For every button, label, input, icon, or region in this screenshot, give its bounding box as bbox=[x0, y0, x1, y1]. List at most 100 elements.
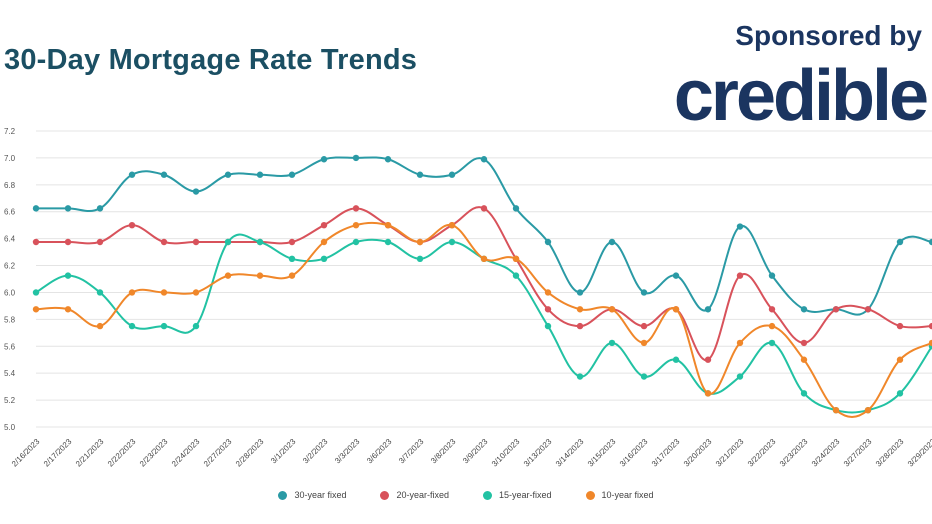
data-point bbox=[896, 238, 904, 246]
x-tick-label: 2/21/2023 bbox=[74, 437, 106, 469]
x-tick-label: 3/15/2023 bbox=[586, 437, 618, 469]
data-point bbox=[224, 238, 232, 246]
data-point bbox=[640, 289, 648, 296]
data-point bbox=[640, 373, 648, 380]
x-tick-label: 3/6/2023 bbox=[365, 437, 394, 466]
y-tick-label: 7.0 bbox=[4, 154, 16, 163]
x-tick-label: 3/16/2023 bbox=[618, 437, 650, 469]
data-point bbox=[288, 272, 296, 279]
data-point bbox=[480, 205, 488, 212]
data-point bbox=[896, 322, 904, 330]
data-point bbox=[288, 255, 296, 263]
data-point bbox=[800, 390, 808, 397]
data-point bbox=[192, 289, 200, 296]
data-point bbox=[416, 255, 424, 263]
x-tick-label: 3/9/2023 bbox=[461, 437, 490, 466]
data-point bbox=[160, 171, 168, 178]
x-tick-label: 2/17/2023 bbox=[42, 437, 74, 469]
data-point bbox=[96, 205, 104, 212]
legend-item: 30-year fixed bbox=[278, 490, 346, 500]
x-tick-label: 3/1/2023 bbox=[269, 437, 298, 466]
data-point bbox=[160, 322, 168, 330]
series-line-3 bbox=[35, 221, 932, 418]
data-point bbox=[480, 255, 488, 263]
data-point bbox=[320, 221, 328, 229]
data-point bbox=[736, 373, 744, 380]
data-point bbox=[32, 289, 40, 296]
data-point bbox=[256, 272, 264, 279]
data-point bbox=[128, 322, 136, 330]
data-point bbox=[320, 255, 328, 263]
data-point bbox=[672, 356, 680, 363]
legend-label: 30-year fixed bbox=[294, 490, 347, 500]
data-point bbox=[128, 171, 136, 178]
data-point bbox=[448, 171, 456, 178]
data-point bbox=[256, 238, 264, 246]
x-tick-label: 3/17/2023 bbox=[650, 437, 682, 469]
data-point bbox=[288, 238, 296, 246]
legend-label: 10-year fixed bbox=[601, 490, 654, 500]
data-point bbox=[704, 390, 712, 397]
data-point bbox=[768, 339, 776, 347]
y-tick-label: 6.2 bbox=[4, 262, 16, 271]
x-tick-label: 3/2/2023 bbox=[301, 437, 330, 466]
data-point bbox=[448, 238, 456, 246]
y-tick-label: 6.8 bbox=[4, 181, 16, 190]
data-point bbox=[800, 356, 808, 363]
x-tick-label: 3/3/2023 bbox=[333, 437, 362, 466]
data-point bbox=[704, 306, 712, 313]
data-point bbox=[96, 238, 104, 246]
data-point bbox=[512, 255, 520, 263]
data-point bbox=[96, 322, 104, 330]
x-tick-label: 2/23/2023 bbox=[138, 437, 170, 469]
legend-swatch bbox=[585, 490, 595, 500]
data-point bbox=[928, 238, 932, 246]
x-tick-label: 2/24/2023 bbox=[170, 437, 202, 469]
legend-swatch bbox=[278, 490, 288, 500]
brand-logo: credible bbox=[673, 56, 929, 136]
data-point bbox=[352, 221, 360, 229]
data-point bbox=[160, 238, 168, 246]
y-axis: 5.0 5.2 5.4 5.6 5.8 6.0 6.2 6.4 6.6 6.8 7.0 7.2 bbox=[4, 127, 16, 432]
series-line-0 bbox=[36, 156, 932, 316]
data-point bbox=[608, 339, 616, 347]
chart-legend: 30-year fixed 20-year-fixed 15-year-fixed 1… bbox=[0, 490, 932, 500]
data-point bbox=[864, 306, 872, 313]
data-point bbox=[576, 322, 584, 330]
x-tick-label: 2/27/2023 bbox=[202, 437, 234, 469]
data-point bbox=[608, 306, 616, 313]
data-point bbox=[192, 322, 200, 330]
series-layer bbox=[32, 154, 932, 418]
data-point bbox=[640, 339, 648, 347]
data-point bbox=[256, 171, 264, 178]
x-tick-label: 3/24/2023 bbox=[810, 437, 842, 469]
data-point bbox=[480, 156, 488, 163]
data-point bbox=[544, 289, 552, 296]
data-point bbox=[544, 306, 552, 313]
data-point bbox=[768, 272, 776, 279]
x-tick-label: 3/28/2023 bbox=[874, 437, 906, 469]
legend-item: 15-year-fixed bbox=[483, 490, 552, 500]
data-point bbox=[320, 238, 328, 246]
data-point bbox=[384, 221, 392, 229]
data-point bbox=[64, 306, 72, 313]
data-point bbox=[96, 289, 104, 296]
x-tick-label: 3/29/2023 bbox=[906, 437, 932, 469]
y-tick-label: 5.8 bbox=[4, 315, 16, 324]
data-point bbox=[384, 238, 392, 246]
data-point bbox=[32, 205, 40, 212]
data-point bbox=[640, 322, 648, 330]
data-point bbox=[736, 223, 744, 230]
data-point bbox=[32, 306, 40, 313]
legend-swatch bbox=[380, 490, 390, 500]
y-tick-label: 7.2 bbox=[4, 127, 16, 136]
data-point bbox=[800, 306, 808, 313]
data-point bbox=[192, 188, 200, 195]
data-point bbox=[448, 221, 456, 229]
data-point bbox=[320, 156, 328, 163]
x-tick-label: 3/7/2023 bbox=[397, 437, 426, 466]
data-point bbox=[800, 339, 808, 347]
data-point bbox=[288, 171, 296, 178]
y-tick-label: 6.6 bbox=[4, 208, 16, 217]
legend-label: 15-year-fixed bbox=[499, 490, 552, 500]
